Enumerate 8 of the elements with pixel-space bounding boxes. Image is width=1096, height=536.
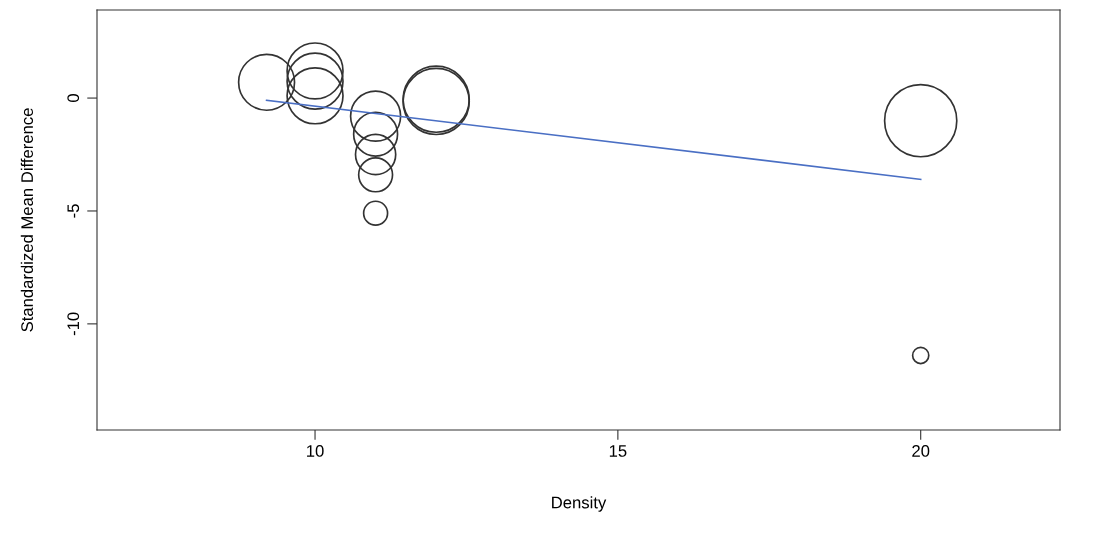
y-axis-title: Standardized Mean Difference [20, 108, 34, 332]
y-tick-label: -10 [67, 312, 80, 336]
x-tick-label: 10 [307, 445, 324, 457]
x-axis-title: Density [552, 496, 607, 512]
x-tick-label: 20 [912, 445, 930, 457]
y-tick-label: 0 [67, 94, 80, 103]
y-tick-label: -5 [67, 204, 80, 218]
x-tick-label: 15 [609, 445, 627, 457]
